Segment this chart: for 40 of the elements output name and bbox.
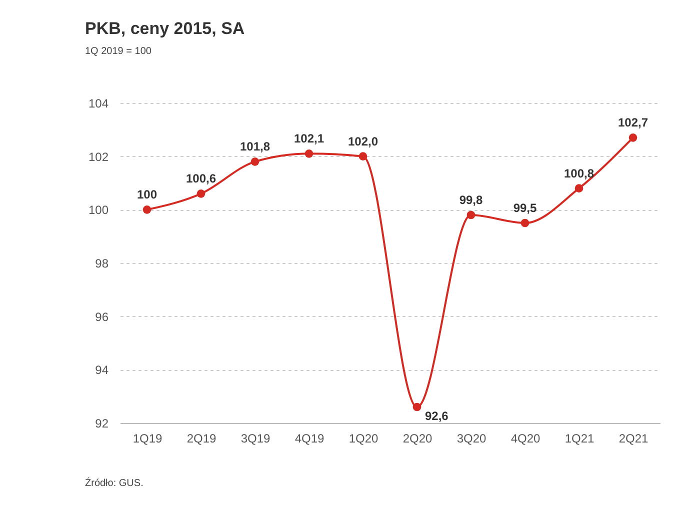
x-tick-label: 2Q19 bbox=[186, 432, 216, 446]
y-tick-label: 104 bbox=[88, 96, 109, 110]
y-tick-label: 100 bbox=[88, 203, 109, 218]
x-tick-label: 3Q19 bbox=[240, 432, 270, 446]
data-label: 102,0 bbox=[348, 134, 378, 148]
data-label: 100,6 bbox=[186, 172, 216, 186]
point bbox=[412, 402, 422, 412]
x-tick-label: 1Q20 bbox=[348, 432, 378, 446]
x-tick-label: 3Q20 bbox=[456, 432, 486, 446]
x-tick-label: 1Q21 bbox=[564, 432, 594, 446]
point bbox=[628, 133, 638, 142]
chart-title: PKB, ceny 2015, SA bbox=[85, 19, 245, 38]
point bbox=[142, 205, 152, 214]
point bbox=[250, 157, 260, 166]
x-tick-label: 1Q19 bbox=[132, 432, 162, 446]
y-tick-label: 98 bbox=[95, 256, 109, 270]
data-label: 99,5 bbox=[513, 201, 537, 215]
point bbox=[520, 218, 530, 228]
data-label: 101,8 bbox=[240, 140, 270, 154]
point bbox=[358, 152, 368, 161]
point bbox=[304, 149, 314, 158]
y-tick-label: 102 bbox=[88, 150, 109, 164]
chart-subtitle: 1Q 2019 = 100 bbox=[85, 46, 152, 57]
y-tick-label: 96 bbox=[95, 310, 109, 324]
text: Źródło: GUS. bbox=[85, 477, 144, 489]
x-tick-label: 4Q20 bbox=[510, 432, 540, 446]
data-label: 92,6 bbox=[425, 409, 449, 423]
point bbox=[466, 210, 476, 220]
y-tick-label: 92 bbox=[95, 416, 109, 430]
data-label: 99,8 bbox=[459, 193, 483, 207]
point bbox=[574, 184, 584, 193]
data-label: 102,1 bbox=[294, 132, 324, 146]
x-tick-label: 2Q21 bbox=[618, 432, 648, 446]
data-label: 100,8 bbox=[564, 166, 594, 180]
x-tick-label: 2Q20 bbox=[402, 432, 432, 446]
y-tick-label: 94 bbox=[95, 363, 109, 378]
x-tick-label: 4Q19 bbox=[294, 432, 324, 446]
point bbox=[196, 189, 206, 198]
data-label: 100 bbox=[136, 188, 158, 202]
data-label: 102,7 bbox=[618, 116, 648, 130]
